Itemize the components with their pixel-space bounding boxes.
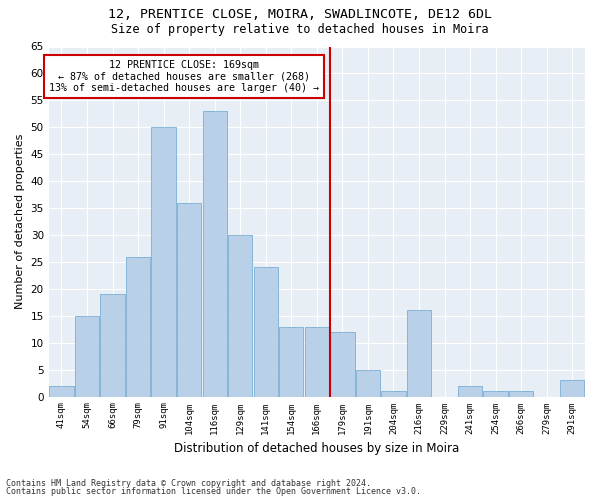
Bar (49, 386, 74, 396)
Bar (330, 332, 355, 396)
Bar (305, 326, 329, 396)
Bar (100, 294, 125, 396)
Bar (279, 326, 304, 396)
Text: Contains public sector information licensed under the Open Government Licence v3: Contains public sector information licen… (6, 487, 421, 496)
Bar (177, 202, 201, 396)
Bar (560, 380, 584, 396)
Text: Contains HM Land Registry data © Crown copyright and database right 2024.: Contains HM Land Registry data © Crown c… (6, 478, 371, 488)
Text: Size of property relative to detached houses in Moira: Size of property relative to detached ho… (111, 22, 489, 36)
Text: 12, PRENTICE CLOSE, MOIRA, SWADLINCOTE, DE12 6DL: 12, PRENTICE CLOSE, MOIRA, SWADLINCOTE, … (108, 8, 492, 20)
X-axis label: Distribution of detached houses by size in Moira: Distribution of detached houses by size … (174, 442, 460, 455)
Bar (484, 391, 508, 396)
Bar (509, 391, 533, 396)
Bar (75, 316, 99, 396)
Bar (254, 268, 278, 396)
Bar (228, 235, 253, 396)
Bar (382, 391, 406, 396)
Bar (126, 256, 150, 396)
Bar (356, 370, 380, 396)
Bar (458, 386, 482, 396)
Bar (407, 310, 431, 396)
Y-axis label: Number of detached properties: Number of detached properties (15, 134, 25, 309)
Text: 12 PRENTICE CLOSE: 169sqm
← 87% of detached houses are smaller (268)
13% of semi: 12 PRENTICE CLOSE: 169sqm ← 87% of detac… (49, 60, 319, 93)
Bar (151, 128, 176, 396)
Bar (203, 111, 227, 397)
